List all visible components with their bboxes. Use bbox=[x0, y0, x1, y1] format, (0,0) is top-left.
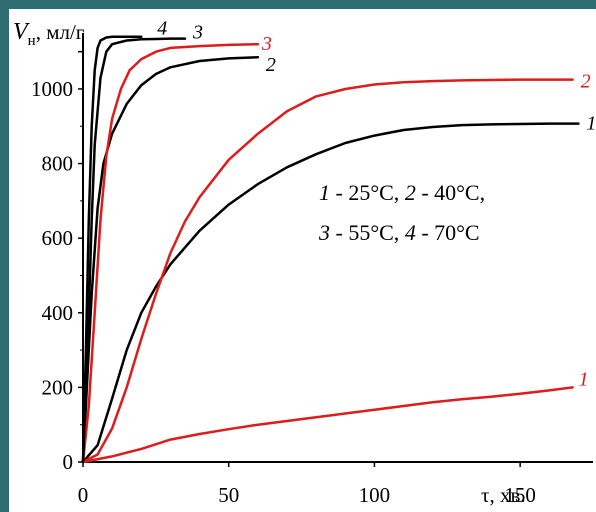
series-1-black-label: 1 bbox=[586, 113, 596, 135]
series-1-black-line bbox=[81, 122, 580, 464]
legend-text-1: - 25°C, bbox=[330, 180, 405, 205]
series-1-red-label: 1 bbox=[579, 368, 589, 390]
series-4-black-line bbox=[81, 35, 143, 464]
x-tick-label: 50 bbox=[218, 483, 239, 507]
y-axis-subscript: н bbox=[28, 33, 36, 49]
legend: 1 - 25°C, 2 - 40°C, 3 - 55°C, 4 - 70°C bbox=[318, 180, 485, 245]
legend-num-1: 1 bbox=[319, 180, 330, 205]
series-3-black-label: 3 bbox=[192, 22, 203, 44]
series-4-black-label: 4 bbox=[157, 18, 167, 40]
series-3-red-line bbox=[81, 42, 260, 464]
x-axis-title: τ, хв. bbox=[481, 483, 526, 507]
legend-text-4: - 70°C bbox=[416, 220, 480, 245]
legend-line-1: 1 - 25°C, 2 - 40°C, bbox=[319, 180, 485, 205]
y-tick-label: 400 bbox=[42, 301, 74, 325]
legend-num-2: 2 bbox=[405, 180, 416, 205]
series-3-black-line bbox=[81, 37, 187, 464]
legend-text-2: - 40°C, bbox=[416, 180, 485, 205]
legend-num-4: 4 bbox=[405, 220, 416, 245]
series-3-red-label: 3 bbox=[261, 33, 272, 55]
legend-text-3: - 55°C, bbox=[330, 220, 405, 245]
legend-line-2: 3 - 55°C, 4 - 70°C bbox=[318, 220, 480, 245]
series-2-black-label: 2 bbox=[266, 54, 276, 76]
axes: 0 200 400 600 800 1000 0 50 100 150 bbox=[31, 33, 593, 507]
y-axis-title: Vн, мл/г bbox=[13, 19, 85, 49]
y-tick-label: 600 bbox=[42, 226, 74, 250]
legend-num-3: 3 bbox=[318, 220, 330, 245]
y-tick-label: 1000 bbox=[31, 77, 73, 101]
series-2-red-label: 2 bbox=[581, 71, 591, 93]
y-tick-label: 0 bbox=[63, 450, 74, 474]
y-tick-label: 800 bbox=[42, 152, 74, 176]
x-tick-label: 100 bbox=[359, 483, 391, 507]
y-axis-symbol: V bbox=[13, 19, 30, 45]
x-tick-label: 0 bbox=[78, 483, 89, 507]
x-tick-label: 150 bbox=[504, 483, 536, 507]
series-group bbox=[81, 35, 580, 464]
y-axis-unit: , мл/г bbox=[36, 20, 85, 44]
series-2-black-line bbox=[81, 55, 260, 464]
y-tick-label: 200 bbox=[42, 375, 74, 399]
series-1-red-line bbox=[81, 386, 574, 464]
series-2-red-line bbox=[81, 78, 574, 464]
